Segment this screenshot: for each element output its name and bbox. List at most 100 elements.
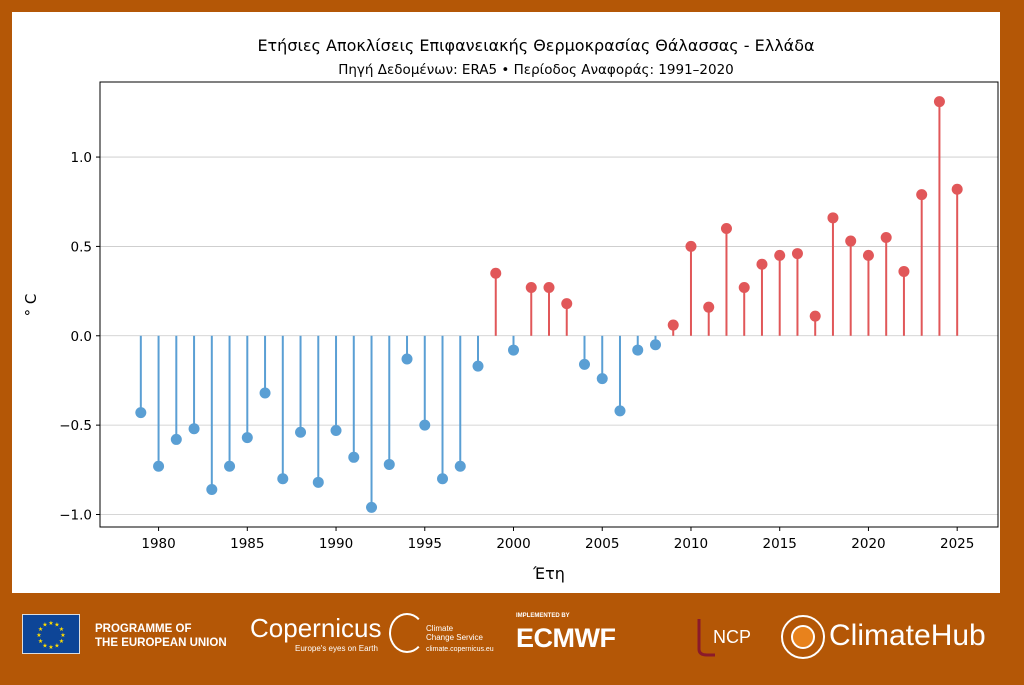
stem-marker-1998 [472,360,484,372]
x-tick-label: 1980 [141,536,175,552]
stem-marker-2025 [951,183,963,195]
stem-marker-1982 [188,423,200,435]
stem-marker-1995 [419,419,431,431]
stem-marker-1989 [312,476,324,488]
stem-marker-1993 [383,458,395,470]
stem-marker-2000 [508,344,520,356]
ncp-logo: NCP [697,619,751,657]
stem-marker-2019 [845,235,857,247]
stem-marker-2004 [578,358,590,370]
stem-marker-2002 [543,282,555,294]
c3s-url: climate.copernicus.eu [426,646,494,653]
eu-programme-text: PROGRAMME OF THE EUROPEAN UNION [95,622,227,650]
copernicus-tagline: Europe's eyes on Earth [295,644,378,653]
eu-star: ★ [42,642,47,649]
stem-marker-1984 [224,460,236,472]
stem-marker-1980 [153,460,165,472]
x-axis-label: Έτη [532,564,565,583]
stem-marker-2024 [933,96,945,108]
stem-marker-2022 [898,265,910,277]
stem-marker-2008 [649,339,661,351]
stem-marker-2006 [614,405,626,417]
stem-marker-1992 [366,501,378,513]
stem-marker-1999 [490,267,502,279]
stem-marker-2020 [862,249,874,261]
y-tick-label: 1.0 [71,150,92,166]
eu-stars-icon: ★★★★★★★★★ ★ ★★ [36,620,65,651]
footer-logos: ★ ★ ★ ★ ★ ★ ★ ★ ★ ★ ★ ★ PROGRAMME OF THE EUROPEAN UN… [0,595,1024,685]
stem-marker-2005 [596,373,608,385]
implemented-by-label: IMPLEMENTED BY [516,613,570,619]
y-tick-label: −1.0 [59,507,92,523]
stem-marker-2001 [525,282,537,294]
eu-star: ★ [36,632,41,639]
stem-marker-1979 [135,407,147,419]
x-tick-label: 2000 [496,536,530,552]
x-tick-label: 2015 [763,536,797,552]
stem-marker-2018 [827,212,839,224]
stem-marker-1981 [170,433,182,445]
x-tick-label: 1990 [319,536,353,552]
x-tick-label: 2010 [674,536,708,552]
c3s-logo-icon [389,613,425,653]
stem-marker-2009 [667,319,679,331]
stem-marker-1985 [241,432,253,444]
eu-line1: PROGRAMME OF [95,623,192,635]
climatehub-logo-icon [781,615,825,659]
eu-star: ★ [54,622,59,629]
x-tick-label: 2005 [585,536,619,552]
ecmwf-logo: ECMWF [516,623,616,653]
stem-marker-1996 [437,473,449,485]
copernicus-logo: Copernicus [250,613,382,643]
stem-marker-2021 [880,231,892,243]
eu-star: ★ [54,642,59,649]
stem-marker-2012 [720,223,732,235]
eu-star: ★ [48,644,53,651]
eu-star: ★ [38,638,43,645]
stem-marker-1986 [259,387,271,399]
eu-star: ★ [38,626,43,633]
y-tick-label: 0.0 [71,329,92,345]
stem-marker-2011 [703,301,715,313]
chart-panel: Ετήσιες Αποκλίσεις Επιφανειακής Θερμοκρα… [12,12,1000,593]
c3s-name: Climate Change Service [426,624,483,642]
y-axis-label: ° C [22,294,40,317]
stem-marker-1987 [277,473,289,485]
stem-chart: Ετήσιες Αποκλίσεις Επιφανειακής Θερμοκρα… [22,36,999,583]
stem-marker-2015 [774,249,786,261]
y-tick-label: 0.5 [71,239,92,255]
stem-marker-2003 [561,298,573,310]
stem-marker-2007 [632,344,644,356]
stem-marker-2010 [685,240,697,252]
x-tick-label: 2025 [940,536,974,552]
climatehub-logo-core [791,625,815,649]
chart-title: Ετήσιες Αποκλίσεις Επιφανειακής Θερμοκρα… [257,36,814,55]
stem-marker-2014 [756,258,768,270]
eu-star: ★ [59,626,64,633]
chart-subtitle: Πηγή Δεδομένων: ERA5 • Περίοδος Αναφοράς… [338,62,734,78]
eu-star: ★ [48,620,53,627]
stem-marker-2017 [809,310,821,322]
x-tick-label: 1985 [230,536,264,552]
eu-star: ★ [42,622,47,629]
stem-marker-1988 [295,426,307,438]
stem-marker-1994 [401,353,413,365]
svg-text:NCP: NCP [713,627,751,647]
c3s-line2: Change Service [426,633,483,642]
stem-marker-1997 [454,460,466,472]
stem-marker-1991 [348,451,360,463]
eu-star: ★ [59,638,64,645]
stem-marker-2023 [916,189,928,201]
climatehub-logo-text: ClimateHub [829,619,986,652]
stem-marker-2016 [791,248,803,260]
c3s-line1: Climate [426,624,454,633]
stem-marker-1983 [206,483,218,495]
x-tick-label: 2020 [851,536,885,552]
stem-marker-2013 [738,282,750,294]
stem-marker-1990 [330,424,342,436]
plot-area [99,81,999,528]
eu-star: ★ [60,632,65,639]
eu-line2: THE EUROPEAN UNION [95,637,227,649]
y-tick-label: −0.5 [59,418,92,434]
x-tick-label: 1995 [408,536,442,552]
